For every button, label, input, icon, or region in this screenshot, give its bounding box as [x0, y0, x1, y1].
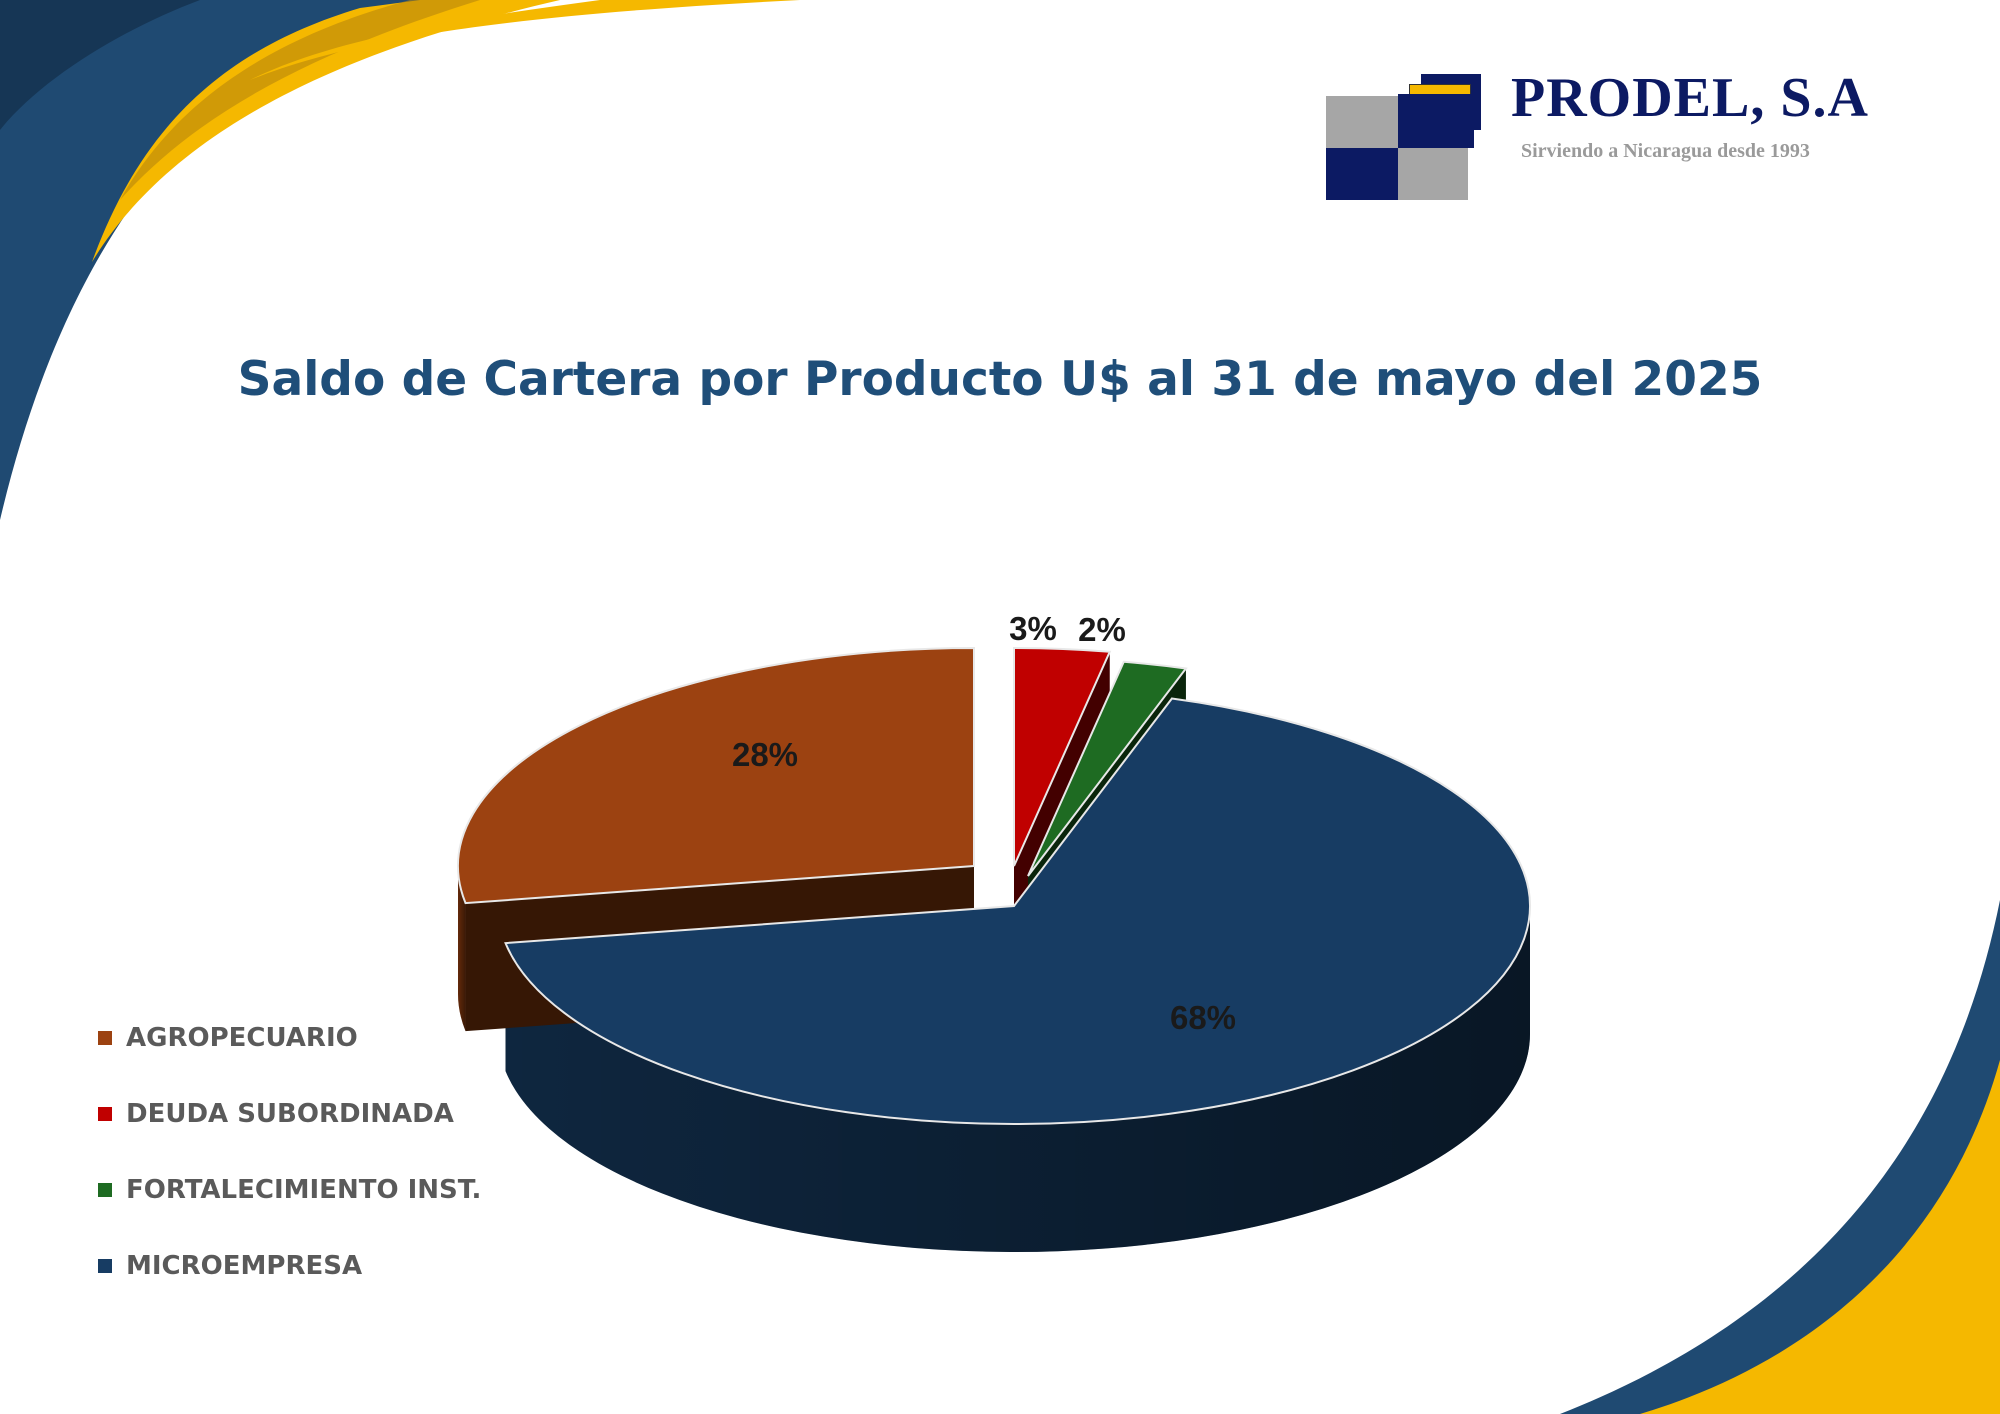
data-label-deuda-subordinada: 3% — [1009, 610, 1057, 647]
legend-item: MICROEMPRESA — [98, 1228, 481, 1304]
pie-slice-microempresa — [504, 697, 1531, 1125]
legend-item: FORTALECIMIENTO INST. — [98, 1152, 481, 1228]
legend-label: MICROEMPRESA — [126, 1251, 363, 1281]
data-label-fortalecimiento-inst: 2% — [1078, 611, 1126, 648]
logo-tagline: Sirviendo a Nicaragua desde 1993 — [1521, 140, 1810, 162]
legend-swatch — [98, 1183, 112, 1197]
chart-title: Saldo de Cartera por Producto U$ al 31 d… — [237, 352, 1763, 407]
pie-side-shade-agropecuario — [458, 866, 466, 1032]
pie-slice-fortalecimiento-inst — [1027, 660, 1188, 877]
pie-slice-agropecuario — [457, 646, 975, 905]
legend-item: AGROPECUARIO — [98, 1000, 481, 1076]
pie-side-shade-microempresa — [505, 906, 1530, 1252]
data-label-agropecuario: 28% — [731, 736, 799, 773]
logo-name: PRODEL, S.A — [1511, 67, 1869, 129]
pie-slice-deuda-subordinada — [1013, 646, 1112, 867]
data-label-microempresa: 68% — [1169, 999, 1237, 1036]
legend-swatch — [98, 1031, 112, 1045]
legend-swatch — [98, 1107, 112, 1121]
company-logo: PRODEL, S.A Sirviendo a Nicaragua desde … — [1326, 67, 1926, 200]
legend-item: DEUDA SUBORDINADA — [98, 1076, 481, 1152]
legend-swatch — [98, 1259, 112, 1273]
legend-label: FORTALECIMIENTO INST. — [126, 1175, 482, 1205]
legend-label: DEUDA SUBORDINADA — [126, 1099, 454, 1129]
chart-legend: AGROPECUARIO DEUDA SUBORDINADA FORTALECIMI… — [98, 1000, 481, 1304]
legend-label: AGROPECUARIO — [126, 1023, 358, 1053]
